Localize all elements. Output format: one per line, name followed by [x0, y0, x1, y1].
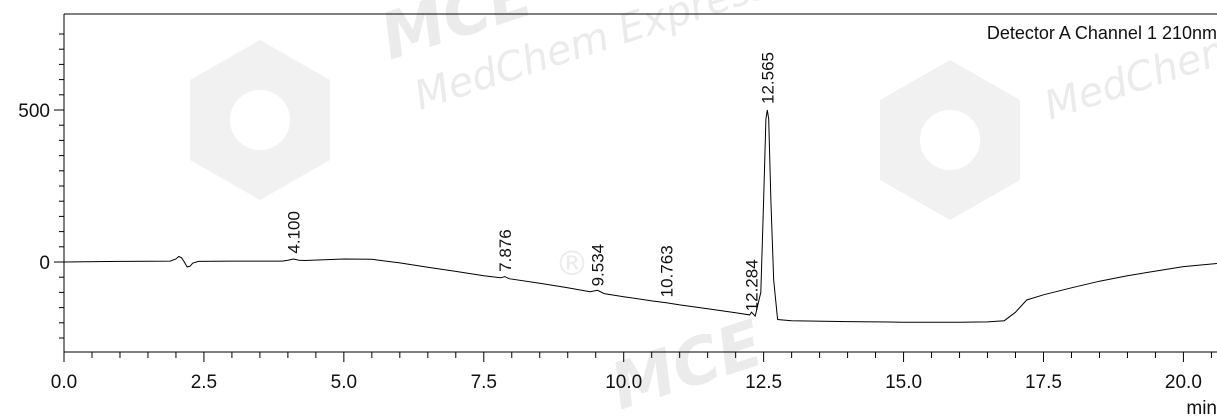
x-tick-label: 10.0	[605, 372, 642, 393]
peak-label: 12.565	[758, 52, 777, 104]
peak-label: 10.763	[657, 245, 676, 297]
x-tick-label: 20.0	[1165, 372, 1202, 393]
x-tick-label: 17.5	[1025, 372, 1062, 393]
peak-label: 12.284	[743, 259, 762, 311]
y-tick-label: 0	[39, 253, 50, 274]
watermark-text: MCE	[602, 307, 772, 418]
detector-label: Detector A Channel 1 210nm	[987, 23, 1217, 43]
x-tick-label: 15.0	[885, 372, 922, 393]
x-axis-unit-label: min	[1186, 398, 1217, 418]
x-tick-label: 2.5	[191, 372, 217, 393]
y-ticks: 0 500	[18, 33, 64, 339]
x-ticks: 0.0 2.5 5.0 7.5 10.0 12.5 15.0 17.5 20.0	[51, 352, 1212, 393]
x-tick-label: 0.0	[51, 372, 77, 393]
watermark-logo	[190, 40, 330, 200]
peak-label: 9.534	[589, 244, 608, 287]
watermark-text: ®	[555, 244, 589, 284]
watermark-text: MedChem Express	[1039, 0, 1217, 130]
peak-labels: 4.100 7.876 9.534 10.763 12.284 12.565	[284, 52, 777, 311]
x-tick-label: 12.5	[745, 372, 782, 393]
x-tick-label: 5.0	[331, 372, 357, 393]
peak-label: 7.876	[496, 229, 515, 272]
peak-label: 4.100	[284, 211, 303, 254]
y-tick-label: 500	[18, 101, 50, 122]
watermark-logo	[880, 60, 1020, 220]
x-tick-label: 7.5	[471, 372, 497, 393]
chromatogram-trace	[63, 109, 1217, 323]
